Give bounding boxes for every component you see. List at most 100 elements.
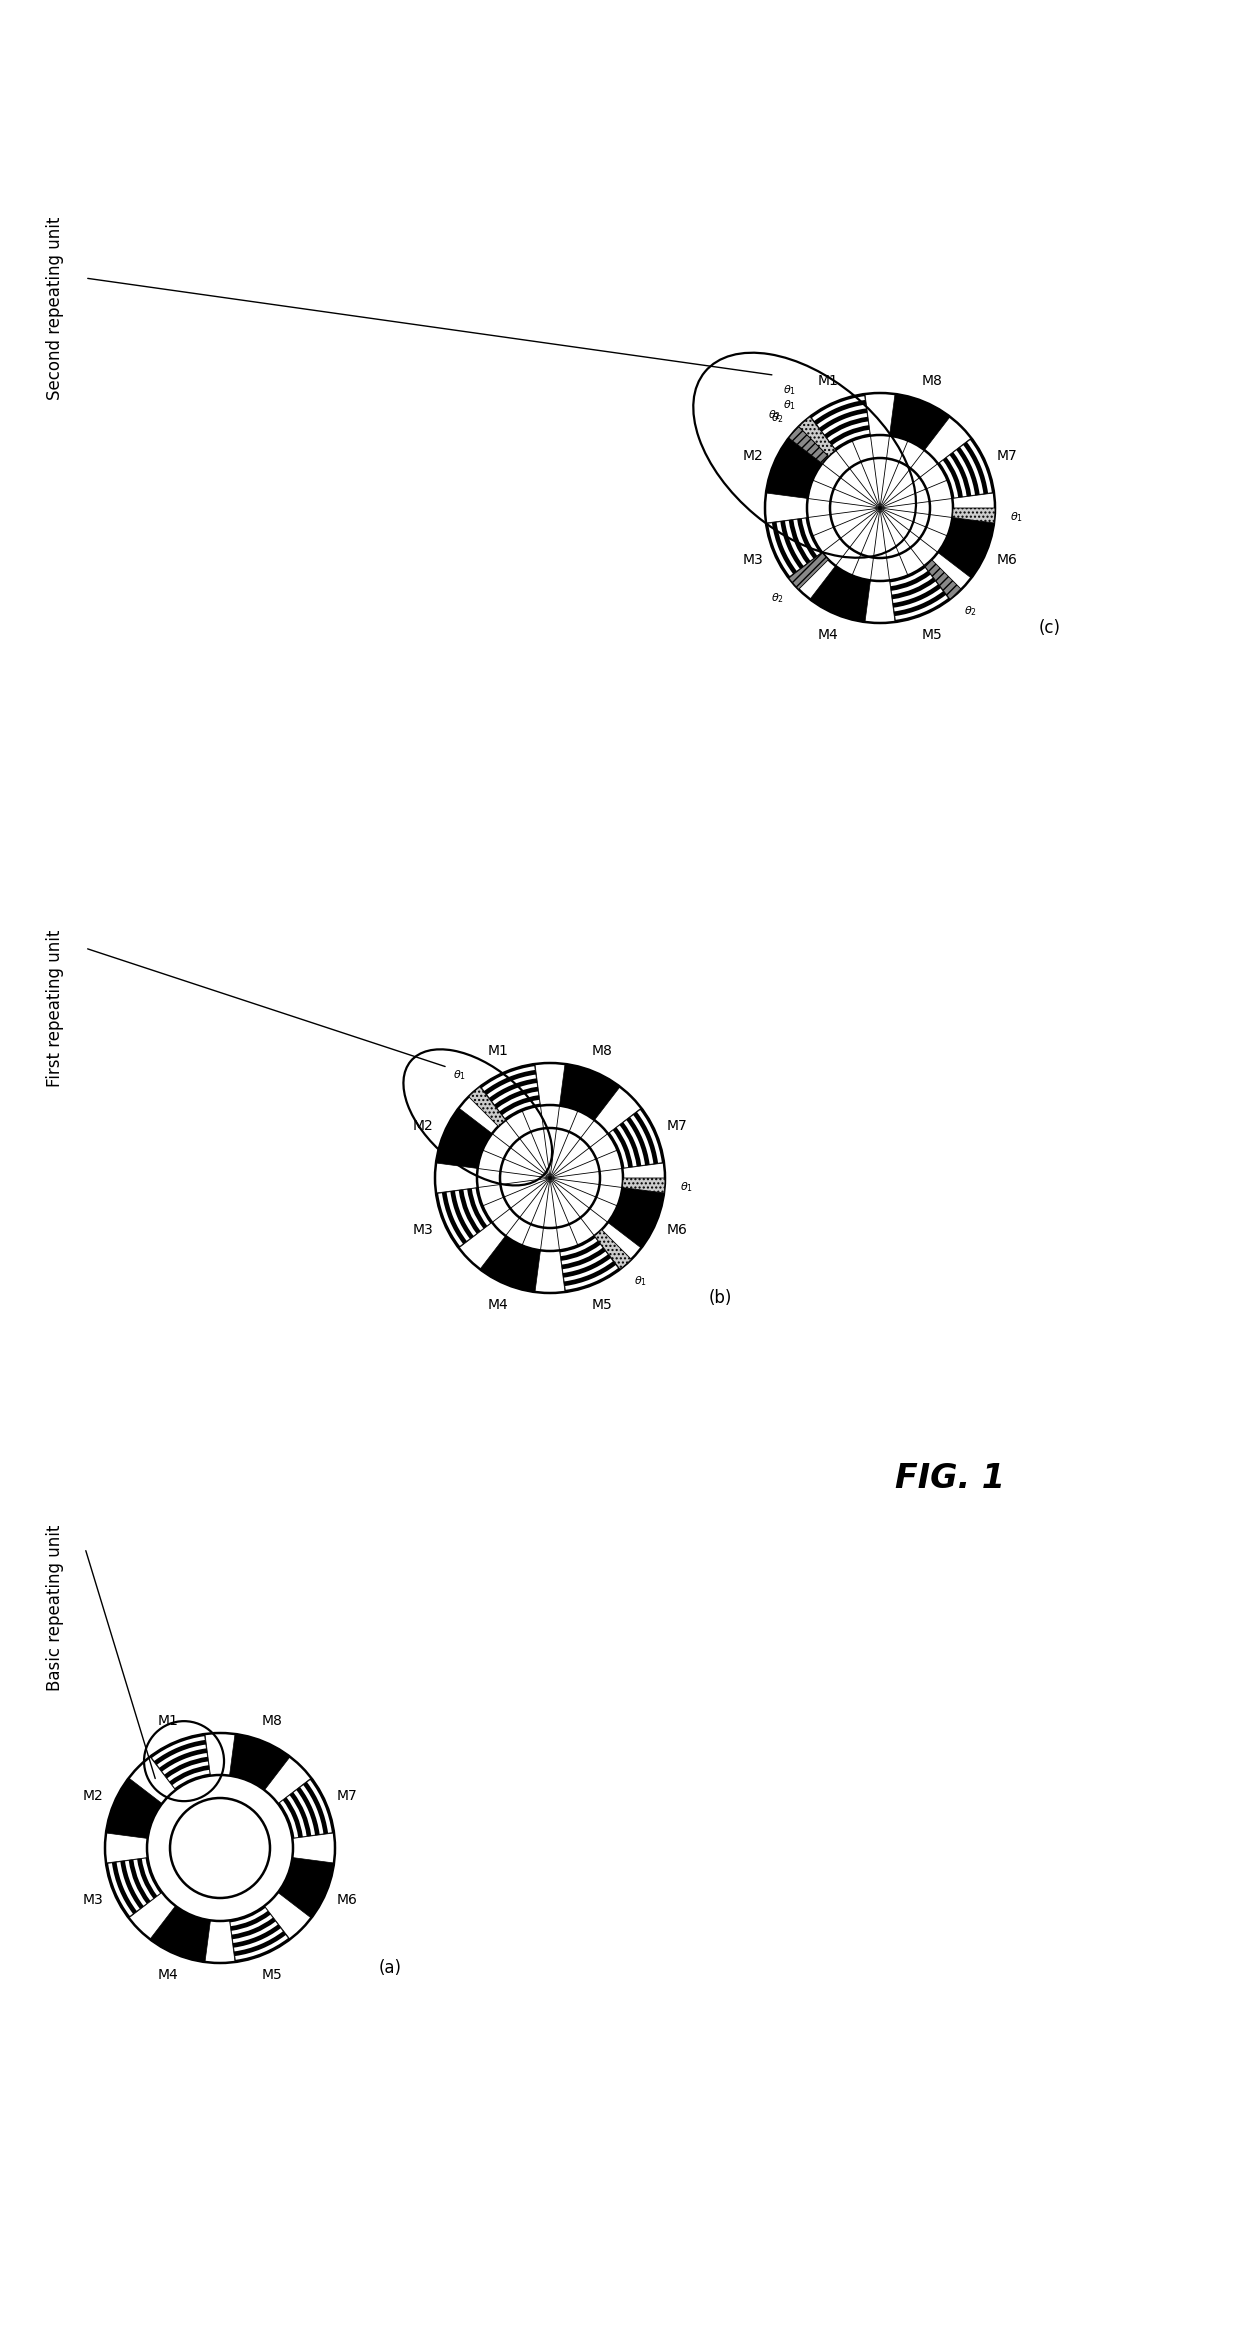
Wedge shape <box>616 1124 636 1166</box>
Wedge shape <box>469 1087 506 1127</box>
Wedge shape <box>487 1076 536 1099</box>
Wedge shape <box>436 1187 492 1248</box>
Wedge shape <box>153 1737 205 1760</box>
Wedge shape <box>810 393 870 449</box>
Wedge shape <box>446 1192 470 1241</box>
Text: M8: M8 <box>923 375 942 389</box>
Wedge shape <box>766 438 822 498</box>
Wedge shape <box>940 461 959 498</box>
Wedge shape <box>889 566 950 622</box>
Wedge shape <box>817 405 866 428</box>
Wedge shape <box>232 1914 273 1935</box>
Wedge shape <box>480 1236 541 1292</box>
Wedge shape <box>172 1769 210 1788</box>
Wedge shape <box>280 1800 298 1837</box>
Text: M6: M6 <box>996 554 1017 568</box>
Wedge shape <box>438 1194 463 1245</box>
Text: M1: M1 <box>817 375 838 389</box>
Wedge shape <box>776 521 800 570</box>
Text: (c): (c) <box>1039 619 1061 638</box>
Text: M5: M5 <box>923 629 942 643</box>
Wedge shape <box>608 1187 663 1248</box>
Text: $\theta_1$: $\theta_1$ <box>634 1273 647 1287</box>
Wedge shape <box>167 1762 208 1781</box>
Text: $\theta_1$: $\theta_1$ <box>453 1069 466 1083</box>
Text: $\theta_1$: $\theta_1$ <box>1011 510 1023 524</box>
Wedge shape <box>141 1858 160 1895</box>
Wedge shape <box>234 1928 283 1951</box>
Wedge shape <box>799 417 836 456</box>
Text: $\theta_2$: $\theta_2$ <box>963 603 977 617</box>
Wedge shape <box>967 440 992 494</box>
Wedge shape <box>286 1795 306 1837</box>
Wedge shape <box>789 426 828 463</box>
Wedge shape <box>233 1921 278 1944</box>
Wedge shape <box>610 1131 629 1169</box>
Text: M1: M1 <box>157 1713 179 1727</box>
Circle shape <box>807 435 954 582</box>
Wedge shape <box>960 445 983 494</box>
Wedge shape <box>482 1066 534 1092</box>
Wedge shape <box>832 431 869 447</box>
Circle shape <box>477 1106 622 1250</box>
Text: M8: M8 <box>591 1045 613 1059</box>
Text: M7: M7 <box>996 449 1017 463</box>
Text: M1: M1 <box>487 1045 508 1059</box>
Circle shape <box>148 1774 293 1921</box>
Circle shape <box>435 1064 665 1292</box>
Wedge shape <box>789 552 828 589</box>
Wedge shape <box>637 1110 662 1162</box>
Wedge shape <box>562 1245 603 1264</box>
Wedge shape <box>890 568 928 587</box>
Text: M3: M3 <box>413 1225 434 1238</box>
Text: First repeating unit: First repeating unit <box>46 929 64 1087</box>
Wedge shape <box>464 1190 484 1232</box>
Circle shape <box>500 1129 600 1227</box>
Wedge shape <box>622 1178 665 1192</box>
Text: M2: M2 <box>743 449 764 463</box>
Wedge shape <box>624 1120 645 1166</box>
Wedge shape <box>157 1744 206 1767</box>
Wedge shape <box>810 566 870 622</box>
Wedge shape <box>308 1781 332 1832</box>
Text: (a): (a) <box>378 1958 402 1976</box>
Wedge shape <box>937 438 994 498</box>
Wedge shape <box>894 589 942 612</box>
Text: M2: M2 <box>83 1788 104 1802</box>
Wedge shape <box>630 1115 653 1164</box>
Wedge shape <box>278 1858 334 1918</box>
Circle shape <box>830 459 930 559</box>
Wedge shape <box>108 1862 133 1916</box>
Wedge shape <box>559 1064 620 1120</box>
Wedge shape <box>564 1259 613 1280</box>
Text: $\theta_2$: $\theta_2$ <box>768 407 780 421</box>
Wedge shape <box>794 519 813 561</box>
Wedge shape <box>594 1229 631 1269</box>
Wedge shape <box>822 412 867 435</box>
Wedge shape <box>895 596 947 619</box>
Wedge shape <box>769 524 792 575</box>
Text: $\theta_1$: $\theta_1$ <box>681 1180 693 1194</box>
Wedge shape <box>436 1108 492 1169</box>
Text: M4: M4 <box>157 1967 179 1981</box>
Wedge shape <box>117 1862 140 1911</box>
Text: M5: M5 <box>591 1297 613 1311</box>
Text: $\theta_1$: $\theta_1$ <box>784 384 796 398</box>
Wedge shape <box>105 1779 162 1839</box>
Text: M7: M7 <box>666 1117 687 1134</box>
Text: $\theta_1$: $\theta_1$ <box>784 398 796 412</box>
Wedge shape <box>954 449 975 496</box>
Wedge shape <box>947 456 966 496</box>
Wedge shape <box>294 1790 315 1834</box>
Wedge shape <box>472 1190 490 1225</box>
Wedge shape <box>827 421 868 442</box>
Text: $\theta_2$: $\theta_2$ <box>770 410 784 424</box>
Text: M7: M7 <box>336 1788 357 1802</box>
Wedge shape <box>565 1264 618 1290</box>
Wedge shape <box>105 1858 162 1918</box>
Wedge shape <box>812 396 864 421</box>
Wedge shape <box>608 1108 663 1169</box>
Wedge shape <box>134 1860 154 1900</box>
Wedge shape <box>492 1083 537 1103</box>
Text: M6: M6 <box>336 1893 357 1907</box>
